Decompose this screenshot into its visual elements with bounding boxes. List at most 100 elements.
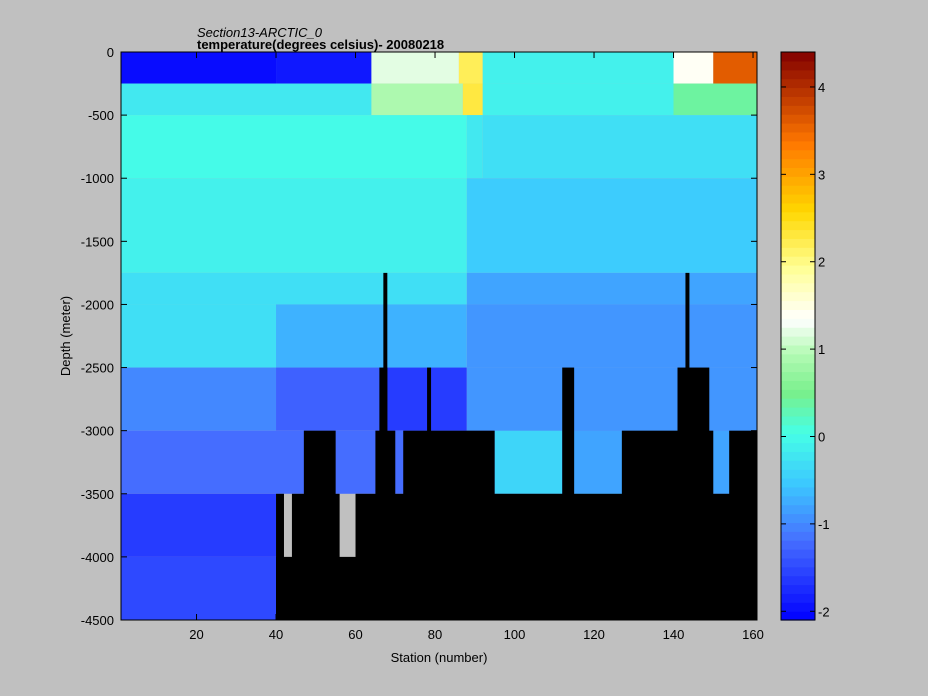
y-tick-label: -500 xyxy=(88,108,114,123)
colorbar-swatch xyxy=(781,69,815,80)
heatmap-cell xyxy=(713,52,757,84)
x-tick-label: 160 xyxy=(742,627,764,642)
colorbar-swatch xyxy=(781,131,815,142)
x-tick-label: 120 xyxy=(583,627,605,642)
heatmap-cell xyxy=(121,83,372,116)
colorbar-swatch xyxy=(781,442,815,452)
colorbar-swatch xyxy=(781,486,815,497)
colorbar-swatch xyxy=(781,513,815,523)
colorbar-swatch xyxy=(781,389,815,399)
heatmap-cell xyxy=(383,367,467,431)
seafloor-bathymetry xyxy=(729,430,757,620)
colorbar-swatch xyxy=(781,309,815,319)
colorbar-swatch xyxy=(781,433,815,444)
colorbar-swatch xyxy=(781,211,815,222)
heatmap-cell xyxy=(276,304,467,368)
colorbar-swatch xyxy=(781,202,815,213)
colorbar-swatch xyxy=(781,238,815,248)
colorbar-swatch xyxy=(781,60,815,71)
colorbar-swatch xyxy=(781,96,815,106)
y-tick-label: -3500 xyxy=(81,487,114,502)
heatmap-cell xyxy=(121,493,277,557)
colorbar-swatch xyxy=(781,531,815,541)
colorbar-swatch xyxy=(781,593,815,603)
plot-frame xyxy=(120,51,758,621)
colorbar-swatch xyxy=(781,149,815,160)
heatmap-cell xyxy=(458,52,483,84)
heatmap-cell xyxy=(121,367,277,431)
heatmap-cell xyxy=(121,178,467,273)
colorbar-swatch xyxy=(781,478,815,488)
chart-subtitle: temperature(degrees celsius)- 20080218 xyxy=(197,37,444,52)
seafloor-bathymetry xyxy=(562,367,575,620)
colorbar-swatch xyxy=(781,415,815,426)
y-tick-label: -2500 xyxy=(81,361,114,376)
heatmap-cell xyxy=(494,430,563,494)
colorbar-swatch xyxy=(781,557,815,568)
colorbar-swatch xyxy=(781,247,815,257)
heatmap-cell xyxy=(121,304,277,368)
colorbar-swatch xyxy=(781,344,815,355)
colorbar-swatch xyxy=(781,114,815,124)
x-tick-label: 20 xyxy=(189,627,203,642)
colorbar-swatch xyxy=(781,273,815,284)
colorbar-swatch xyxy=(781,282,815,293)
heatmap-cell xyxy=(462,83,483,116)
colorbar-swatch xyxy=(781,602,815,612)
colorbar-swatch xyxy=(781,140,815,151)
colorbar-swatch xyxy=(781,424,815,435)
colorbar-swatch xyxy=(781,336,815,346)
seafloor-bathymetry xyxy=(427,367,432,620)
heatmap-cell xyxy=(466,115,483,179)
seafloor-bathymetry xyxy=(677,367,710,620)
seafloor-bathymetry xyxy=(303,430,336,620)
colorbar-swatch xyxy=(781,611,815,621)
colorbar-swatch xyxy=(781,522,815,532)
heatmap-cell xyxy=(482,83,674,116)
x-tick-label: 60 xyxy=(348,627,362,642)
colorbar-swatch xyxy=(781,540,815,550)
colorbar-tick-label: 0 xyxy=(818,429,825,444)
seafloor-bathymetry xyxy=(685,272,690,620)
colorbar-swatch xyxy=(781,566,815,577)
colorbar-swatch xyxy=(781,167,815,177)
colorbar-swatch xyxy=(781,469,815,479)
colorbar-swatch xyxy=(781,380,815,390)
y-tick-label: -4500 xyxy=(81,613,114,628)
heatmap-cell xyxy=(673,52,714,84)
heatmap-cell xyxy=(121,52,277,84)
colorbar-swatch xyxy=(781,495,815,506)
heatmap-cell xyxy=(466,304,757,368)
x-tick-label: 140 xyxy=(663,627,685,642)
y-tick-label: -3000 xyxy=(81,424,114,439)
colorbar-swatch xyxy=(781,549,815,559)
heatmap-cell xyxy=(121,272,467,305)
colorbar-swatch xyxy=(781,362,815,373)
heatmap-cell xyxy=(371,83,463,116)
colorbar-swatch xyxy=(781,318,815,328)
x-axis-label: Station (number) xyxy=(391,650,488,665)
colorbar-tick-label: 2 xyxy=(818,255,825,270)
colorbar-swatch xyxy=(781,194,815,204)
colorbar-swatch xyxy=(781,504,815,515)
colorbar-swatch xyxy=(781,451,815,461)
y-tick-label: -2000 xyxy=(81,297,114,312)
colorbar-swatch xyxy=(781,87,815,97)
seafloor-bathymetry xyxy=(276,493,284,620)
colorbar-swatch xyxy=(781,176,815,186)
colorbar-swatch xyxy=(781,460,815,470)
colorbar-tick-label: 4 xyxy=(818,80,825,95)
heatmap-plot-area xyxy=(121,52,757,620)
x-axis: 20 40 60 80 100 120 140 160 xyxy=(189,52,764,642)
colorbar-swatch xyxy=(781,158,815,168)
colorbar-swatch xyxy=(781,407,815,417)
colorbar-swatch xyxy=(781,78,815,89)
colorbar-swatch xyxy=(781,398,815,408)
colorbar-frame xyxy=(780,51,816,621)
heatmap-cell xyxy=(276,367,384,431)
colorbar-swatch xyxy=(781,123,815,133)
y-tick-label: 0 xyxy=(107,45,114,60)
heatmap-cell xyxy=(466,272,757,305)
y-axis-label: Depth (meter) xyxy=(58,296,73,376)
